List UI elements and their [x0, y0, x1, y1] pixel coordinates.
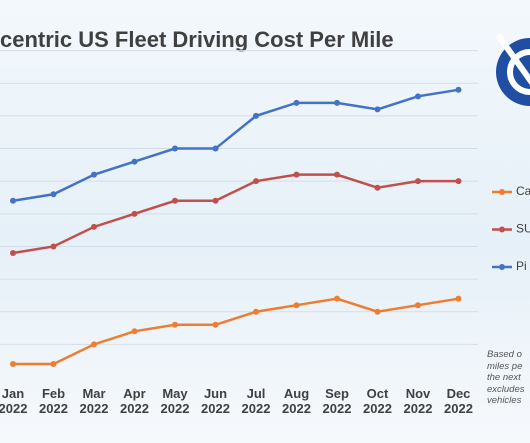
x-tick-label: Jun 2022 [201, 386, 230, 416]
legend-label: Ca [516, 184, 530, 198]
data-point [253, 178, 259, 185]
x-tick-label: Dec 2022 [444, 386, 473, 416]
logo-ring [507, 49, 530, 95]
data-point [91, 171, 97, 178]
data-point [293, 171, 300, 178]
x-tick-label: Nov 2022 [403, 386, 433, 416]
x-tick-label: Mar 2022 [79, 386, 109, 416]
data-point [334, 99, 340, 106]
x-tick-label: Sep 2022 [322, 386, 352, 416]
data-point [415, 93, 421, 100]
data-point [415, 302, 421, 309]
data-point [91, 223, 97, 230]
legend-marker [499, 264, 505, 270]
data-point [50, 360, 57, 367]
data-point [91, 341, 97, 348]
data-point [172, 321, 178, 328]
data-point [50, 243, 57, 250]
note-line: miles pe [487, 360, 523, 372]
data-point [415, 178, 421, 185]
data-point [10, 360, 16, 367]
data-point [293, 99, 300, 106]
data-point [253, 308, 259, 315]
note-line: Based o [487, 349, 522, 360]
data-point [131, 328, 138, 335]
legend-marker [499, 189, 505, 195]
x-tick-label: Oct 2022 [363, 386, 392, 416]
data-point [253, 112, 259, 119]
data-point [374, 308, 381, 315]
data-point [374, 184, 381, 191]
x-tick-label: Apr 2022 [120, 386, 149, 416]
data-point [10, 197, 16, 204]
data-point [293, 302, 300, 309]
data-point [334, 295, 340, 302]
data-point [50, 191, 57, 198]
data-point [131, 210, 138, 217]
x-tick-label: Jul 2022 [241, 386, 271, 416]
series-line [12, 173, 459, 255]
data-point [374, 106, 381, 113]
data-point [172, 197, 178, 204]
data-point [334, 171, 340, 178]
data-point [455, 178, 462, 185]
series-line [13, 297, 459, 366]
data-point [455, 295, 462, 302]
data-point [172, 145, 178, 152]
data-point [212, 197, 219, 204]
note-line: vehicles [487, 395, 522, 406]
legend-label: Pi [516, 259, 527, 273]
note-line: the next [487, 372, 521, 383]
legend-marker [499, 226, 505, 233]
data-point [212, 321, 219, 328]
data-point [10, 249, 16, 256]
data-point [455, 86, 462, 93]
x-tick-label: Jan 2022 [0, 386, 28, 416]
x-tick-label: Feb 2022 [39, 386, 68, 416]
data-point [212, 145, 219, 152]
note-line: excludes [487, 383, 525, 395]
chart-title: centric US Fleet Driving Cost Per Mile [0, 27, 394, 52]
legend-label: SU [516, 222, 530, 236]
logo-check [495, 33, 530, 85]
x-tick-label: Aug 2022 [282, 386, 311, 416]
series-line [12, 88, 459, 202]
x-tick-label: May 2022 [160, 386, 190, 416]
data-point [131, 158, 138, 165]
